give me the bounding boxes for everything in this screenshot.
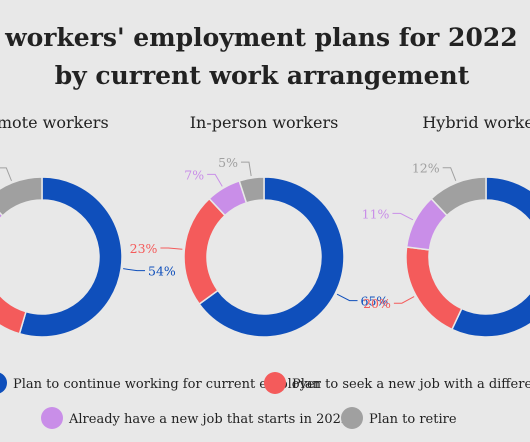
donut-2: Hybrid workers 20% 11% 12% xyxy=(362,113,530,338)
slice-seek xyxy=(405,246,463,331)
leader-line xyxy=(240,161,252,177)
leader-line xyxy=(392,212,414,221)
legend-marker xyxy=(41,407,63,429)
legend-label: Plan to continue working for current emp… xyxy=(13,377,322,392)
data-label: 7% xyxy=(184,167,204,182)
slice-continue xyxy=(18,176,123,338)
leader-line xyxy=(442,167,457,181)
slice-continue xyxy=(198,176,345,338)
chart-title: American workers' employment plans for 2… xyxy=(0,23,518,52)
data-label: 11% xyxy=(362,206,390,221)
slice-retire xyxy=(0,176,43,217)
data-label: 5% xyxy=(218,155,238,170)
legend: Plan to continue working for current emp… xyxy=(0,372,530,429)
legend-label: Plan to retire xyxy=(369,412,457,427)
slice-retire xyxy=(238,176,265,204)
legend-item: Plan to continue working for current emp… xyxy=(0,372,322,394)
leader-line xyxy=(207,173,223,187)
leader-line xyxy=(336,293,358,302)
chart-subtitle: by current work arrangement xyxy=(55,61,470,90)
data-label: 65% xyxy=(361,294,389,309)
legend-marker xyxy=(264,372,286,394)
slice-seek xyxy=(183,197,227,306)
panel-title: Hybrid workers xyxy=(422,113,530,132)
donut-panels: Remote workers 54% 12% In-person workers 65%… xyxy=(0,113,530,338)
leader-line xyxy=(123,268,146,272)
legend-item: Plan to seek a new job with a different … xyxy=(264,372,530,394)
slice-seek xyxy=(0,294,27,335)
legend-label: Already have a new job that starts in 20… xyxy=(68,412,349,427)
legend-item: Already have a new job that starts in 20… xyxy=(41,407,349,429)
legend-label: Plan to seek a new job with a different … xyxy=(292,377,530,392)
panel-title: Remote workers xyxy=(0,113,109,132)
leader-line xyxy=(0,167,12,182)
slice-retire xyxy=(430,176,487,217)
data-label: 20% xyxy=(363,296,391,311)
data-label: 54% xyxy=(148,264,176,279)
leader-line xyxy=(160,247,183,250)
legend-marker xyxy=(0,372,7,394)
legend-marker xyxy=(341,407,363,429)
legend-item: Plan to retire xyxy=(341,407,457,429)
leader-line xyxy=(393,296,415,304)
donut-1: In-person workers 65% 23% 7% 5% xyxy=(130,113,389,338)
panel-title: In-person workers xyxy=(190,113,339,132)
slice-continue xyxy=(450,176,530,338)
data-label: 23% xyxy=(130,241,158,256)
data-label: 12% xyxy=(412,161,440,176)
